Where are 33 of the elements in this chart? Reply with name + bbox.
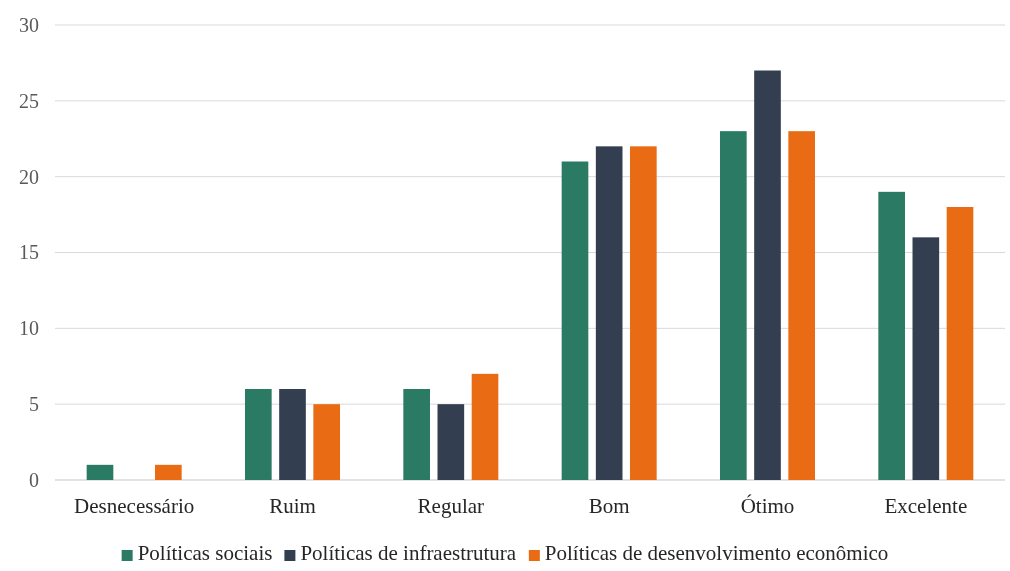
legend-label: Políticas de desenvolvimento econômico	[544, 541, 889, 565]
legend-label: Políticas de infraestrutura	[300, 541, 517, 565]
bar	[912, 237, 940, 480]
bar	[754, 70, 781, 480]
bar	[86, 464, 114, 480]
y-tick-label: 0	[29, 468, 39, 491]
legend-label: Políticas sociais	[137, 541, 273, 565]
x-tick-label: Desnecessário	[74, 493, 195, 518]
bar	[437, 404, 465, 480]
bar	[471, 373, 499, 480]
bar	[630, 146, 657, 480]
bar	[878, 191, 905, 480]
bar	[313, 404, 340, 480]
bar	[155, 464, 182, 480]
x-tick-label: Ótimo	[740, 493, 795, 518]
y-tick-label: 20	[19, 165, 39, 188]
y-tick-label: 5	[29, 393, 39, 416]
y-tick-label: 10	[19, 317, 39, 340]
bar	[561, 161, 589, 480]
bar	[946, 207, 974, 480]
y-tick-label: 30	[19, 13, 39, 36]
bar	[403, 389, 430, 480]
bar	[245, 389, 272, 480]
y-tick-label: 25	[19, 89, 39, 112]
x-tick-label: Regular	[417, 493, 485, 518]
x-tick-label: Bom	[588, 493, 630, 518]
y-tick-label: 15	[19, 241, 39, 264]
bar	[720, 131, 747, 480]
bar	[788, 131, 815, 480]
bar	[595, 146, 623, 480]
x-tick-label: Excelente	[884, 493, 968, 518]
bar	[279, 389, 306, 480]
x-tick-label: Ruim	[269, 493, 316, 518]
